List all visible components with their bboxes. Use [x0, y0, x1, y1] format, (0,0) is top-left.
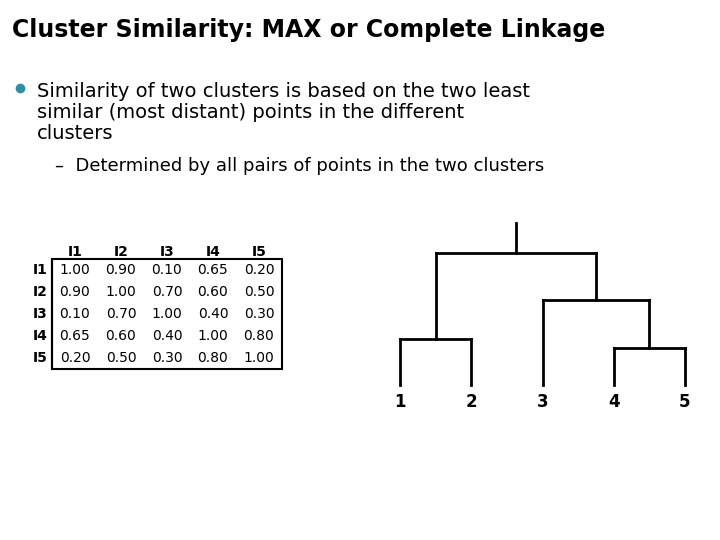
- Text: I1: I1: [33, 263, 48, 277]
- Text: 5: 5: [679, 393, 690, 411]
- Text: 0.30: 0.30: [152, 351, 182, 365]
- Text: Similarity of two clusters is based on the two least: Similarity of two clusters is based on t…: [37, 82, 530, 101]
- Text: I2: I2: [114, 245, 128, 259]
- Text: 0.60: 0.60: [106, 329, 136, 343]
- Text: 1.00: 1.00: [152, 307, 182, 321]
- Text: I5: I5: [33, 351, 48, 365]
- Text: 0.40: 0.40: [198, 307, 228, 321]
- Text: I3: I3: [33, 307, 48, 321]
- Text: 0.65: 0.65: [197, 263, 228, 277]
- Text: 4: 4: [608, 393, 620, 411]
- Text: –  Determined by all pairs of points in the two clusters: – Determined by all pairs of points in t…: [55, 157, 544, 175]
- Text: 0.10: 0.10: [60, 307, 91, 321]
- Text: I2: I2: [33, 285, 48, 299]
- Text: 0.50: 0.50: [106, 351, 136, 365]
- Text: I5: I5: [251, 245, 266, 259]
- Text: 0.70: 0.70: [106, 307, 136, 321]
- Bar: [52, 259, 282, 369]
- Text: 0.30: 0.30: [243, 307, 274, 321]
- Text: I4: I4: [33, 329, 48, 343]
- Text: 0.40: 0.40: [152, 329, 182, 343]
- Text: 0.70: 0.70: [152, 285, 182, 299]
- Text: 0.60: 0.60: [197, 285, 228, 299]
- Text: I1: I1: [68, 245, 82, 259]
- Text: 1.00: 1.00: [197, 329, 228, 343]
- Text: 0.50: 0.50: [243, 285, 274, 299]
- Text: 1: 1: [395, 393, 406, 411]
- Text: clusters: clusters: [37, 124, 114, 143]
- Text: 0.10: 0.10: [152, 263, 182, 277]
- Text: 0.90: 0.90: [106, 263, 136, 277]
- Text: I4: I4: [206, 245, 220, 259]
- Text: Cluster Similarity: MAX or Complete Linkage: Cluster Similarity: MAX or Complete Link…: [12, 18, 606, 42]
- Text: 0.80: 0.80: [197, 351, 228, 365]
- Text: 1.00: 1.00: [60, 263, 91, 277]
- Text: I3: I3: [160, 245, 174, 259]
- Text: 2: 2: [465, 393, 477, 411]
- Text: 0.20: 0.20: [60, 351, 90, 365]
- Text: 3: 3: [536, 393, 549, 411]
- Text: 0.20: 0.20: [243, 263, 274, 277]
- Text: similar (most distant) points in the different: similar (most distant) points in the dif…: [37, 103, 464, 122]
- Text: 1.00: 1.00: [106, 285, 136, 299]
- Text: 0.90: 0.90: [60, 285, 91, 299]
- Text: 0.80: 0.80: [243, 329, 274, 343]
- Text: 0.65: 0.65: [60, 329, 91, 343]
- Text: 1.00: 1.00: [243, 351, 274, 365]
